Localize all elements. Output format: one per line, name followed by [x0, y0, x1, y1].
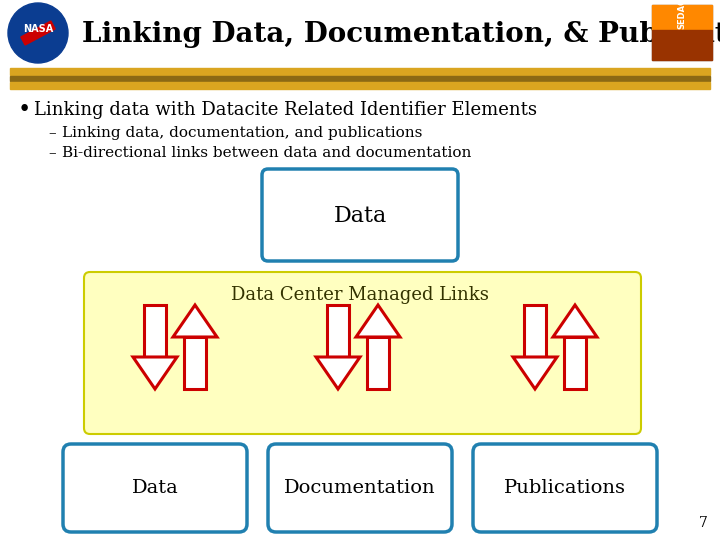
FancyBboxPatch shape [84, 272, 641, 434]
Text: Linking Data, Documentation, & Publications: Linking Data, Documentation, & Publicati… [82, 22, 720, 49]
Text: Data: Data [333, 205, 387, 227]
Text: NASA: NASA [23, 24, 53, 34]
Polygon shape [356, 305, 400, 337]
Bar [144, 305, 166, 357]
Text: 7: 7 [699, 516, 708, 530]
Bar [564, 337, 586, 389]
Text: Bi-directional links between data and documentation: Bi-directional links between data and do… [62, 146, 472, 160]
Text: –: – [48, 126, 55, 140]
Text: Documentation: Documentation [284, 479, 436, 497]
Text: Data Center Managed Links: Data Center Managed Links [231, 286, 489, 304]
Text: Linking data, documentation, and publications: Linking data, documentation, and publica… [62, 126, 423, 140]
FancyBboxPatch shape [652, 5, 712, 60]
Bar [327, 305, 349, 357]
FancyBboxPatch shape [473, 444, 657, 532]
Circle shape [8, 3, 68, 63]
Bar [367, 337, 389, 389]
Bar [10, 82, 710, 89]
FancyBboxPatch shape [63, 444, 247, 532]
Bar [10, 68, 710, 75]
Text: Data: Data [132, 479, 179, 497]
Text: –: – [48, 146, 55, 160]
Bar [652, 5, 712, 30]
FancyArrow shape [21, 21, 55, 45]
FancyBboxPatch shape [268, 444, 452, 532]
Text: •: • [18, 99, 31, 121]
Polygon shape [316, 357, 360, 389]
Polygon shape [553, 305, 597, 337]
Bar [10, 76, 710, 81]
Polygon shape [173, 305, 217, 337]
Bar [524, 305, 546, 357]
Bar [652, 30, 712, 60]
FancyBboxPatch shape [262, 169, 458, 261]
Polygon shape [513, 357, 557, 389]
Text: Linking data with Datacite Related Identifier Elements: Linking data with Datacite Related Ident… [34, 101, 537, 119]
Text: Publications: Publications [504, 479, 626, 497]
Bar [184, 337, 206, 389]
Polygon shape [133, 357, 177, 389]
Text: SEDAC: SEDAC [678, 0, 686, 29]
